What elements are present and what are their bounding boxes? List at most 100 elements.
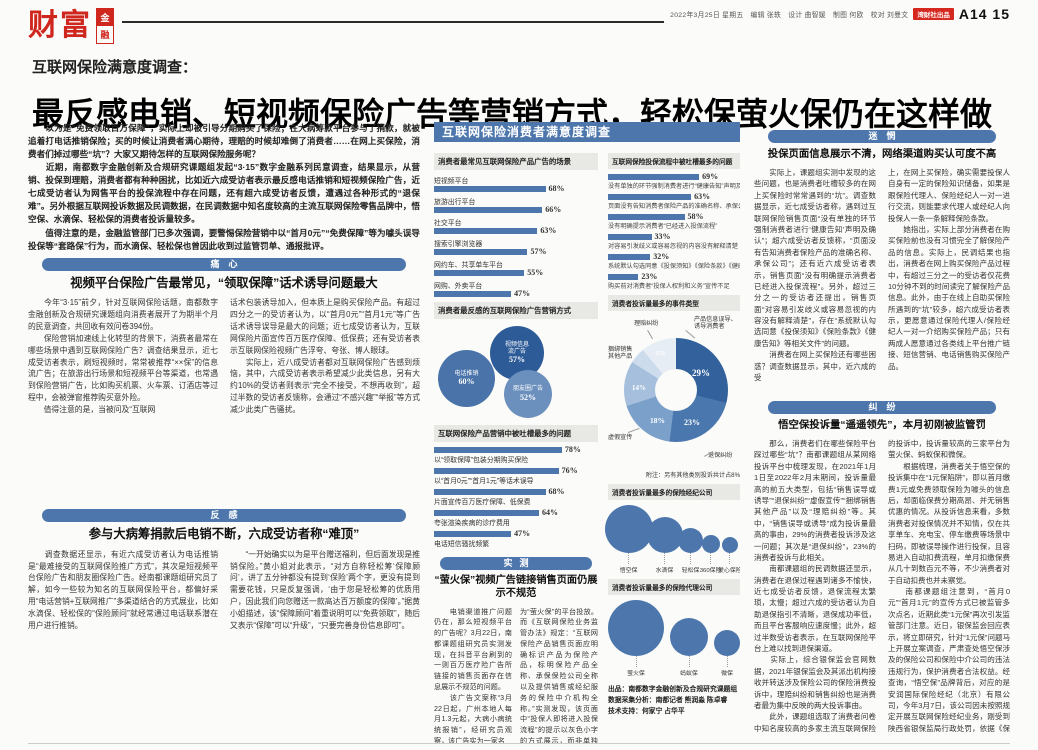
bar-row: 64% 夸张渲染疾病的诊疗费用 bbox=[434, 508, 598, 527]
bar-row: 69% 没有单独的环节强制消费者进行“健康告知”声明及确认 bbox=[608, 172, 740, 190]
leader-line bbox=[628, 553, 630, 564]
bubble-label: 萤火保 bbox=[627, 671, 645, 677]
bubble-item: 微保 bbox=[714, 600, 740, 677]
chart-title: 消费者最常见互联网保险产品广告的场景 bbox=[434, 153, 598, 170]
bar-row: 33% 对容易引发歧义或容易忽视的内容没有解释清楚 bbox=[608, 232, 740, 250]
right-column: 迷惘 投保页面信息展示不清，网络渠道购买认可度不高 实际上，课题组实测中发现的这… bbox=[754, 122, 1010, 743]
left-column: 以为是“免费领取百万保障”，实际上却被引导分期购买了保险；在大病筹款平台参与了捐… bbox=[28, 122, 420, 743]
bar-track: 33% bbox=[608, 232, 740, 241]
section-body: 今年“3·15”前夕，针对互联网保险话题，南都数字金融创新及合规研究课题组向消费… bbox=[28, 297, 420, 501]
bar-value: 78% bbox=[564, 445, 581, 454]
section-title-miwang: 投保页面信息展示不清，网络渠道购买认可度不高 bbox=[767, 149, 997, 160]
logo-seal: 金 融 bbox=[96, 8, 114, 44]
bar-row: 58% 没有明确提示消费者“已经进入投保流程” bbox=[608, 212, 740, 230]
bar-value: 58% bbox=[687, 212, 704, 221]
bar-row: 搜索引擎浏览器 57% bbox=[434, 238, 598, 256]
bar-label: 购买前对消费者“投保人权利和义务”宣传不足 bbox=[608, 283, 730, 290]
bar bbox=[434, 291, 512, 297]
bubble-item: 爱心保险 bbox=[718, 505, 740, 574]
leader-line bbox=[726, 656, 728, 667]
bar bbox=[434, 228, 538, 234]
infographic: 互联网保险消费者满意度调查 消费者最常见互联网保险产品广告的场景短视频平台 68%… bbox=[434, 122, 740, 743]
bar-track: 58% bbox=[608, 212, 740, 221]
bar bbox=[434, 468, 559, 474]
bubble-cluster: 视频信息 流广告 57% 电话推销 60% 朋友圈广告 52% bbox=[434, 324, 598, 420]
infographic-left: 消费者最常见互联网保险产品广告的场景 短视频平台 68% 旅游出行平台 66% 社交平台 6… bbox=[434, 148, 598, 743]
section-badge-shice: 实测 bbox=[440, 557, 592, 570]
body-column: 那么，消费者们在哪些保险平台踩过哪些“坑”？南都课题组从某网络投诉平台中梳理发现… bbox=[754, 439, 876, 733]
bar-row: 网约车、共享单车平台 55% bbox=[434, 259, 598, 277]
slice-value: 5% bbox=[656, 350, 666, 357]
bar-track: 78% bbox=[434, 445, 598, 454]
body-column: 调查数据还显示，有近六成受访者认为电话推销是“最难接受的互联网保险推广方式”，其… bbox=[28, 549, 218, 630]
bar-value: 68% bbox=[548, 184, 565, 193]
headline-kicker: 互联网保险满意度调查： bbox=[32, 59, 198, 76]
slice-value: 18% bbox=[650, 416, 665, 425]
bar-track: 63% bbox=[608, 192, 740, 201]
bar-row: 47% 电话短信骚扰频繁 bbox=[434, 529, 598, 548]
donut-hole bbox=[655, 369, 697, 411]
leader-line bbox=[710, 553, 712, 564]
chart-process-complaints: 互联网保险投保流程中被吐槽最多的问题 69% 没有单独的环节强制消费者进行“健康告知… bbox=[608, 153, 740, 290]
body-column: 为“萤火保”的平台投放。而《互联网保险业务监管办法》规定：“互联网保险产品销售页… bbox=[520, 607, 598, 744]
bar-label: 短视频平台 bbox=[434, 178, 469, 185]
bar-row: 23% 购买前对消费者“投保人权利和义务”宣传不足 bbox=[608, 272, 740, 290]
bar-track: 68% bbox=[434, 184, 598, 193]
bar-row: 网购、外卖平台 47% bbox=[434, 280, 598, 298]
bar-row: 32% 系统默认勾选同意《投保须知》《保险条款》《健康告知》等文件 bbox=[608, 252, 740, 270]
bar-label: 社交平台 bbox=[434, 220, 462, 227]
bar-track: 68% bbox=[434, 487, 598, 496]
bar-row: 76% 以“首月0元”“首月1元”等话术误导 bbox=[434, 466, 598, 485]
body-column: 上，在网上买保险，确实需要投保人自身有一定的保险知识储备，如果是跟保险代理人、保… bbox=[888, 168, 1010, 371]
leader-line bbox=[688, 656, 690, 667]
bubble-item: 轻松保 bbox=[678, 505, 704, 574]
bar-track: 63% bbox=[434, 226, 598, 235]
masthead-logo: 财富 金 融 bbox=[28, 8, 122, 48]
bar-label: 电话短信骚扰频繁 bbox=[434, 541, 490, 548]
body-column: 电销渠道推广问题仍在，那么短视频平台的广告呢？3月22日，南都课题组研究员实测发… bbox=[434, 607, 512, 744]
bar-value: 23% bbox=[641, 272, 658, 281]
bar-value: 32% bbox=[653, 252, 670, 261]
slice-label: 捆绑销售其他产品 bbox=[608, 346, 633, 361]
bubble-item: 水滴保 bbox=[646, 505, 683, 574]
bubble-label: 朋友圈广告 bbox=[512, 386, 543, 393]
chart-complaint-types: 消费者投诉量最多的事件类型 29% 23% 18% 14% 5% 产品信息误导、诱导消费者退… bbox=[608, 295, 740, 479]
leader-line bbox=[664, 553, 665, 564]
bar-value: 66% bbox=[545, 205, 562, 214]
bar bbox=[434, 510, 539, 516]
chart-note: 附注：另有其他类别投诉共计占8% bbox=[645, 472, 740, 479]
bar-track: 47% bbox=[434, 289, 598, 298]
section-badge-jiufen: 纠纷 bbox=[768, 401, 996, 414]
bar bbox=[608, 174, 700, 180]
bar bbox=[434, 531, 512, 537]
leader-line bbox=[635, 656, 637, 667]
bubble-label: 视频信息 流广告 bbox=[504, 341, 529, 355]
bubble bbox=[604, 505, 653, 553]
bar-label: 系统默认勾选同意《投保须知》《保险条款》《健康告知》等文件 bbox=[608, 263, 740, 270]
section-title-jiufen: 悟空保投诉量“遥遥领先”，本月初刚被监管罚 bbox=[778, 420, 986, 431]
bar-value: 57% bbox=[530, 247, 547, 256]
bar-value: 76% bbox=[561, 466, 578, 475]
slice-value: 14% bbox=[632, 384, 646, 392]
bar bbox=[608, 274, 639, 280]
section-body: 电销渠道推广问题仍在，那么短视频平台的广告呢？3月22日，南都课题组研究员实测发… bbox=[434, 607, 598, 744]
bar-track: 64% bbox=[434, 508, 598, 517]
bar bbox=[608, 194, 692, 200]
callout-line bbox=[628, 427, 640, 433]
bar-value: 55% bbox=[527, 268, 544, 277]
body-column: 的投诉中，投诉量较高的三家平台为萤火保、蚂蚁保和微保。 根据梳理，消费者关于悟空… bbox=[888, 439, 1010, 733]
masthead-badge: 湾财社出品 bbox=[913, 8, 954, 20]
bubble-value: 57% bbox=[509, 355, 525, 365]
bubble bbox=[670, 618, 708, 656]
section-title-shice: “萤火保”视频广告链接销售页面仍展示不规范 bbox=[434, 575, 598, 599]
credits: 出品：南都数字金融创新及合规研究课题组 数据采集分析：南都记者 熊润淼 陈卓睿 … bbox=[608, 686, 738, 715]
infographic-title: 互联网保险消费者满意度调查 bbox=[434, 122, 740, 142]
chart-disliked-marketing: 消费者最反感的互联网保险广告营销方式 视频信息 流广告 57% 电话推销 60% 朋友圈广… bbox=[434, 302, 598, 420]
chart-marketing-complaints: 互联网保险产品营销中被吐槽最多的问题 78% 以“领取保障”包装分期购买保险 76% 以… bbox=[434, 425, 598, 548]
leader-line bbox=[729, 553, 731, 564]
bubble-item: 萤火保 bbox=[608, 600, 664, 677]
bar-value: 47% bbox=[514, 289, 531, 298]
bar-label: 旅游出行平台 bbox=[434, 199, 476, 206]
section-jiufen: 纠纷 悟空保投诉量“遥遥领先”，本月初刚被监管罚 那么，消费者们在哪些保险平台踩… bbox=[754, 401, 1010, 734]
